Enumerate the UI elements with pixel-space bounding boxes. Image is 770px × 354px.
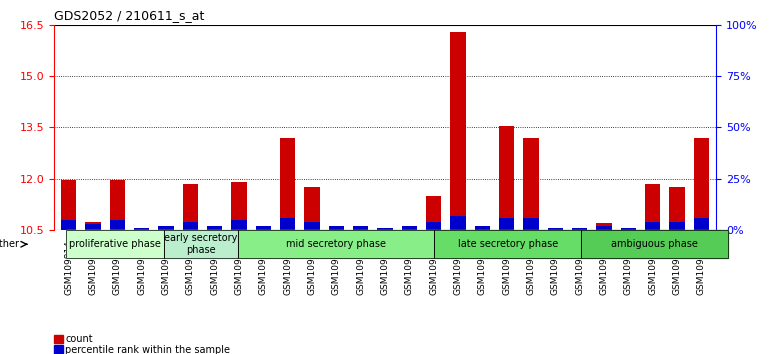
Bar <box>61 181 76 230</box>
Bar <box>669 222 685 230</box>
Bar <box>158 227 173 230</box>
Bar <box>353 226 368 230</box>
Bar <box>109 220 125 230</box>
Bar <box>377 228 393 230</box>
Bar <box>231 182 246 230</box>
Bar <box>581 230 728 258</box>
Bar <box>164 230 238 258</box>
Text: GDS2052 / 210611_s_at: GDS2052 / 210611_s_at <box>54 9 204 22</box>
Bar <box>547 228 563 230</box>
Bar <box>621 228 636 230</box>
Bar <box>66 230 164 258</box>
Bar <box>475 227 490 230</box>
Bar <box>85 222 101 230</box>
Bar <box>581 230 728 258</box>
Bar <box>353 228 368 230</box>
Text: percentile rank within the sample: percentile rank within the sample <box>65 345 230 354</box>
Bar <box>434 230 581 258</box>
Bar <box>238 230 434 258</box>
Bar <box>645 184 661 230</box>
Bar <box>66 230 164 258</box>
Bar <box>182 222 198 230</box>
Text: late secretory phase: late secretory phase <box>457 239 557 249</box>
Text: mid secretory phase: mid secretory phase <box>286 239 386 249</box>
Bar <box>256 228 271 230</box>
Bar <box>475 226 490 230</box>
Bar <box>524 218 539 230</box>
Bar <box>524 138 539 230</box>
Bar <box>426 222 441 230</box>
Bar <box>54 345 63 354</box>
Bar <box>164 230 238 258</box>
Bar <box>597 226 612 230</box>
Bar <box>694 218 709 230</box>
Bar <box>426 196 441 230</box>
Bar <box>450 216 466 230</box>
Bar <box>450 32 466 230</box>
Bar <box>280 138 295 230</box>
Bar <box>207 228 223 230</box>
Bar <box>645 222 661 230</box>
Bar <box>669 187 685 230</box>
Bar <box>547 228 563 230</box>
Bar <box>280 218 295 230</box>
Bar <box>134 228 149 230</box>
Text: count: count <box>65 334 93 344</box>
Bar <box>572 228 588 230</box>
Bar <box>621 228 636 230</box>
Bar <box>85 224 101 230</box>
Bar <box>54 335 63 343</box>
Bar <box>207 226 223 230</box>
Bar <box>109 181 125 230</box>
Bar <box>694 138 709 230</box>
Bar <box>434 230 581 258</box>
Bar <box>61 220 76 230</box>
Text: other: other <box>0 239 19 249</box>
Bar <box>231 220 246 230</box>
Bar <box>572 228 588 230</box>
Bar <box>499 126 514 230</box>
Bar <box>182 184 198 230</box>
Text: proliferative phase: proliferative phase <box>69 239 161 249</box>
Bar <box>158 226 173 230</box>
Bar <box>256 226 271 230</box>
Text: early secretory
phase: early secretory phase <box>164 233 238 255</box>
Bar <box>402 226 417 230</box>
Bar <box>377 228 393 230</box>
Bar <box>304 222 320 230</box>
Bar <box>597 223 612 230</box>
Text: ambiguous phase: ambiguous phase <box>611 239 698 249</box>
Bar <box>329 226 344 230</box>
Bar <box>304 187 320 230</box>
Bar <box>238 230 434 258</box>
Bar <box>402 227 417 230</box>
Bar <box>329 227 344 230</box>
Bar <box>499 218 514 230</box>
